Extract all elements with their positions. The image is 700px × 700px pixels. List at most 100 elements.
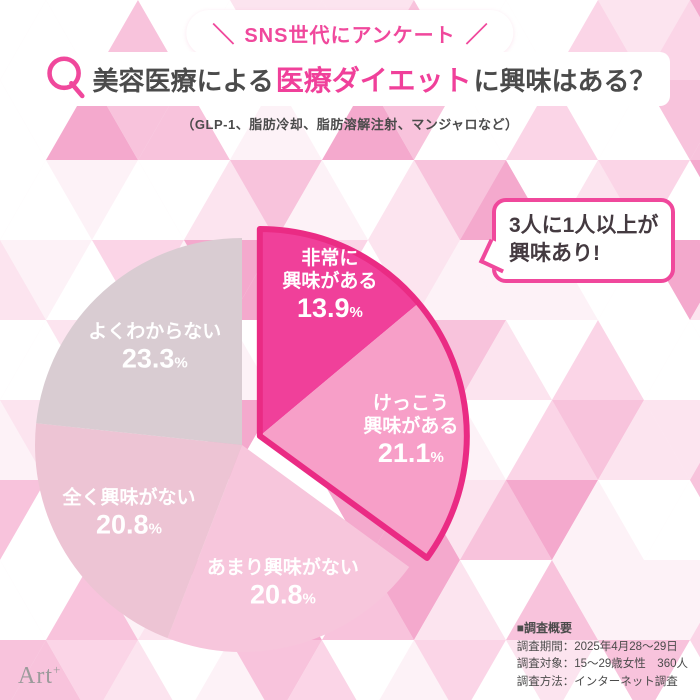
bg-triangle <box>506 80 598 160</box>
bg-triangle <box>138 640 230 700</box>
banner-label: SNS世代にアンケート <box>244 24 456 47</box>
pie-slice-2 <box>167 445 410 652</box>
bg-triangle <box>138 80 230 160</box>
bg-triangle <box>414 240 506 320</box>
bg-triangle <box>46 160 138 240</box>
survey-rows: 調査期間：2025年4月28～29日 調査対象：15～29歳女性 360人 調査方法… <box>517 639 688 692</box>
bg-triangle <box>644 560 700 640</box>
survey-row-2: 調査方法：インターネット調査 <box>516 676 678 689</box>
bg-triangle <box>368 240 460 320</box>
bg-triangle <box>563 640 633 700</box>
bg-triangle <box>506 640 598 700</box>
bg-triangle <box>92 160 184 240</box>
pie-slice-0 <box>259 228 419 436</box>
bg-triangle <box>690 640 700 658</box>
bg-triangle <box>379 640 449 700</box>
bg-triangle <box>460 480 552 560</box>
slice-percent: 20.8% <box>250 580 316 610</box>
bg-triangle <box>690 302 700 320</box>
bg-triangle <box>11 640 81 700</box>
bg-triangle <box>506 480 598 560</box>
slice-percent: 20.8% <box>96 510 162 540</box>
bg-triangle <box>322 160 414 240</box>
slice-percent: 13.9% <box>297 293 363 323</box>
bg-triangle <box>506 560 598 640</box>
bg-triangle <box>690 320 700 338</box>
callout-line2: 興味あり! <box>509 242 600 266</box>
bg-triangle <box>598 560 690 640</box>
banner-pill: ＼ SNS世代にアンケート ／ <box>186 10 514 56</box>
banner-deco-left: ＼ <box>212 22 235 47</box>
title-post: に興味はある？ <box>473 66 656 96</box>
q-icon <box>46 56 85 99</box>
bg-triangle <box>414 640 506 700</box>
bg-triangle <box>322 640 414 700</box>
bg-triangle <box>598 0 690 80</box>
bg-triangle <box>598 80 690 160</box>
title-highlight: 医療ダイエット <box>275 65 472 96</box>
bg-triangle <box>368 160 460 240</box>
bg-triangle <box>0 560 92 640</box>
bg-triangle <box>471 640 541 700</box>
bg-triangle <box>460 320 552 400</box>
brand-name: Art <box>18 663 53 689</box>
bg-triangle <box>690 142 700 160</box>
pie-slice-1 <box>259 303 467 558</box>
slice-label-text: けっこう <box>373 393 449 414</box>
bg-triangle <box>46 80 138 160</box>
bg-triangle <box>598 320 690 400</box>
bg-triangle <box>0 160 92 240</box>
bg-triangle <box>46 640 138 700</box>
survey-row-0: 調査期間：2025年4月28～29日 <box>516 640 678 653</box>
subtitle: （GLP-1、脂肪冷却、脂肪溶解注射、マンジャロなど） <box>181 117 519 132</box>
bg-triangle <box>552 480 644 560</box>
bg-triangle <box>230 160 322 240</box>
bg-triangle <box>506 0 598 80</box>
bg-triangle <box>103 640 173 700</box>
bg-triangle <box>506 400 598 480</box>
slice-label-text: よくわからない <box>88 321 221 343</box>
bg-triangle <box>552 560 644 640</box>
slice-label-text: 全く興味がない <box>61 486 195 509</box>
title-pre: 美容医療による <box>92 66 274 96</box>
slice-percent: 23.3% <box>122 344 188 374</box>
bg-triangle <box>690 0 700 18</box>
title-bar: 美容医療による医療ダイエットに興味はある？ <box>30 52 670 106</box>
bg-triangle <box>184 160 276 240</box>
bg-triangle <box>690 160 700 178</box>
slice-label-text: 興味がある <box>282 269 377 292</box>
bg-triangle <box>138 160 230 240</box>
bg-triangle <box>552 400 644 480</box>
bg-triangle <box>460 400 552 480</box>
callout-bubble: 3人に1人以上が 興味あり! <box>492 198 676 283</box>
bg-triangle <box>230 640 322 700</box>
bg-triangle <box>690 480 700 498</box>
bg-triangle <box>690 462 700 480</box>
survey-info: ■調査概要 調査期間：2025年4月28～29日 調査対象：15～29歳女性 36… <box>517 619 688 692</box>
brand-plus: + <box>53 662 62 677</box>
bg-triangle <box>195 640 265 700</box>
bg-triangle <box>644 400 700 480</box>
slice-label-text: 興味がある <box>363 414 458 437</box>
bg-triangle <box>46 0 138 80</box>
bg-triangle <box>552 320 644 400</box>
exploded-group-outline <box>256 225 470 561</box>
bg-triangle <box>644 320 700 400</box>
bg-triangle <box>230 80 322 160</box>
page-title: 美容医療による医療ダイエットに興味はある？ <box>93 59 656 99</box>
bg-triangle <box>414 160 506 240</box>
bg-triangle <box>598 640 690 700</box>
bg-triangle <box>644 480 700 560</box>
banner-deco-right: ／ <box>465 22 488 47</box>
pie-slice-4 <box>36 238 243 445</box>
bg-triangle <box>0 640 46 700</box>
bg-triangle <box>506 320 598 400</box>
brand-logo: Art+ <box>18 662 61 690</box>
bg-triangle <box>414 80 506 160</box>
